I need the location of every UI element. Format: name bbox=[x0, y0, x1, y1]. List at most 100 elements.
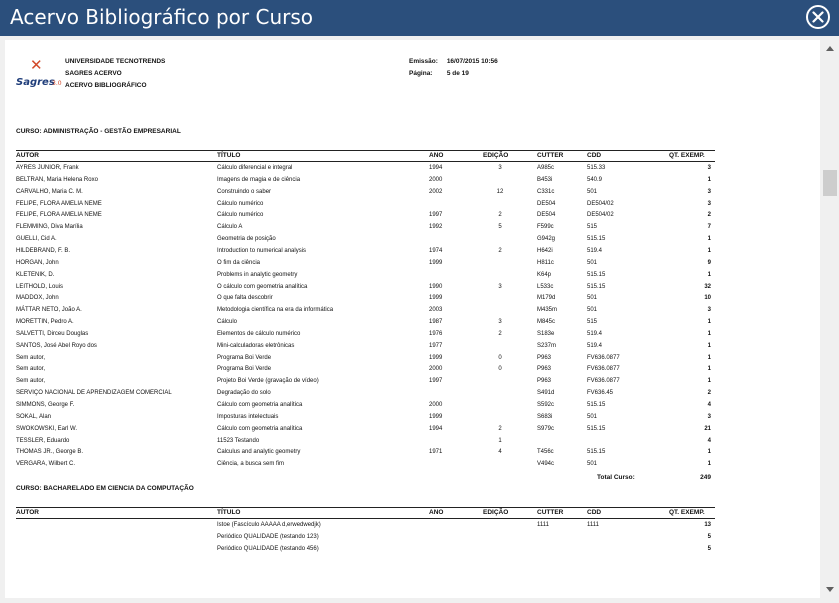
close-icon[interactable] bbox=[806, 5, 830, 29]
cell-ano: 1971 bbox=[429, 449, 443, 456]
header-rule bbox=[16, 507, 715, 509]
cell-titulo: Cálculo com geometria analítica bbox=[217, 402, 303, 408]
cell-cutter: DE504 bbox=[537, 212, 556, 219]
cell-ano: 2000 bbox=[429, 176, 443, 183]
cell-cutter: H642i bbox=[537, 247, 553, 254]
cell-titulo: Projeto Boi Verde (gravação de vídeo) bbox=[217, 378, 319, 385]
cell-titulo: Imagens de magia e de ciência bbox=[217, 176, 301, 183]
cell-autor: Sem autor, bbox=[16, 378, 46, 385]
cell-qt: 1 bbox=[707, 342, 711, 349]
cell-cdd: 501 bbox=[587, 461, 598, 468]
table-row: TESSLER, Eduardo 11523 Testando 1 4 bbox=[5, 438, 820, 447]
cell-autor: FELIPE, FLORA AMELIA NEME bbox=[16, 200, 102, 207]
cell-cdd: 515.15 bbox=[587, 425, 606, 432]
cell-autor: SOKAL, Alan bbox=[16, 413, 52, 420]
cell-cdd: FV636.0877 bbox=[587, 354, 620, 361]
cell-qt: 4 bbox=[707, 402, 711, 408]
cell-edicao: 3 bbox=[498, 319, 502, 326]
scroll-up-arrow-icon[interactable] bbox=[822, 40, 839, 58]
table-row: VERGARA, Wilbert C. Ciência, a busca sem … bbox=[5, 461, 820, 470]
cell-edicao: 2 bbox=[498, 330, 502, 337]
cell-autor: MADDOX, John bbox=[16, 295, 59, 302]
header-rule bbox=[16, 161, 715, 162]
cell-cutter: H811c bbox=[537, 259, 554, 266]
table-row: KLETENIK, D. Problems in analytic geometr… bbox=[5, 272, 820, 281]
cell-titulo: Programa Boi Verde bbox=[217, 354, 272, 361]
table-row: LEITHOLD, Louis O cálculo com geometria a… bbox=[5, 284, 820, 293]
cell-titulo: O fim da ciência bbox=[217, 259, 261, 266]
cell-titulo: 11523 Testando bbox=[217, 437, 260, 444]
cell-autor: KLETENIK, D. bbox=[16, 271, 55, 278]
cell-edicao: 0 bbox=[498, 366, 502, 373]
cell-ano: 1990 bbox=[429, 283, 443, 290]
cell-cdd: FV636.0877 bbox=[587, 366, 620, 373]
pagina-value: 5 de 19 bbox=[446, 70, 469, 77]
cell-edicao: 2 bbox=[498, 247, 502, 254]
cell-cutter: C331c bbox=[537, 188, 555, 195]
cell-autor: AYRES JUNIOR, Frank bbox=[16, 165, 79, 171]
scroll-thumb[interactable] bbox=[823, 170, 837, 196]
cell-autor: SIMMONS, George F. bbox=[16, 402, 75, 408]
cell-autor: FLEMMING, Diva Marília bbox=[16, 224, 83, 231]
cell-cutter: P963 bbox=[537, 354, 552, 361]
cell-titulo: O cálculo com geometria analítica bbox=[217, 283, 308, 290]
cell-autor: MORETTIN, Pedro A. bbox=[16, 319, 74, 326]
cell-cdd: 501 bbox=[587, 307, 598, 314]
cell-cutter: P963 bbox=[537, 378, 552, 385]
cell-qt: 21 bbox=[704, 425, 711, 432]
column-header-cdd: CDD bbox=[587, 509, 602, 517]
title-bar: Acervo Bibliográfico por Curso bbox=[0, 0, 839, 36]
report-header: UNIVERSIDADE TECNOTRENDS SAGRES ACERVO A… bbox=[65, 56, 165, 92]
cell-qt: 1 bbox=[707, 354, 711, 361]
cell-cdd: 540.9 bbox=[587, 176, 603, 183]
cell-qt: 32 bbox=[704, 283, 711, 290]
cell-autor: FELIPE, FLORA AMELIA NEME bbox=[16, 212, 102, 219]
cell-cutter: M845c bbox=[537, 319, 556, 326]
cell-edicao: 1 bbox=[498, 437, 502, 444]
cell-cutter: DE504 bbox=[537, 200, 556, 207]
cell-cutter: F599c bbox=[537, 224, 554, 231]
cell-titulo: Introduction to numerical analysis bbox=[217, 247, 307, 254]
cell-qt: 5 bbox=[707, 545, 711, 552]
cell-autor: MÁTTAR NETO, João A. bbox=[16, 307, 82, 314]
cell-qt: 3 bbox=[707, 165, 711, 171]
cell-cdd: FV636.45 bbox=[587, 390, 614, 397]
header-rule bbox=[16, 150, 715, 151]
cell-edicao: 5 bbox=[498, 224, 502, 231]
cell-autor: Sem autor, bbox=[16, 354, 46, 361]
cell-cdd: 501 bbox=[587, 295, 598, 302]
cell-qt: 3 bbox=[707, 413, 711, 420]
header-rule bbox=[16, 518, 715, 520]
cell-cutter: S592c bbox=[537, 402, 555, 408]
column-header-edicao: EDIÇÃO bbox=[483, 509, 509, 517]
cell-cdd: 519.4 bbox=[587, 342, 603, 349]
total-curso-value: 249 bbox=[700, 474, 711, 482]
sagres-logo: ✕ Sagres 3.0 bbox=[16, 56, 64, 90]
header-institution: UNIVERSIDADE TECNOTRENDS bbox=[65, 58, 166, 65]
vertical-scrollbar[interactable] bbox=[822, 40, 839, 598]
cell-titulo: Mini-calculadoras eletrônicas bbox=[217, 342, 295, 349]
cell-qt: 1 bbox=[707, 319, 711, 326]
cell-edicao: 3 bbox=[498, 165, 502, 171]
cell-ano: 1992 bbox=[429, 224, 443, 231]
cell-autor: SWOKOWSKI, Earl W. bbox=[16, 425, 78, 432]
column-header-qt: QT. EXEMP. bbox=[669, 152, 705, 159]
cell-edicao: 4 bbox=[498, 449, 502, 456]
cell-cdd: 515 bbox=[587, 319, 598, 326]
table-row: Istoe (Fascículo AAAAA d,erwedwedjk) 1111… bbox=[5, 522, 820, 531]
cell-cdd: 519.4 bbox=[587, 247, 603, 254]
cell-qt: 3 bbox=[707, 307, 711, 314]
table-row: SANTOS, José Abel Royo dos Mini-calculado… bbox=[5, 343, 820, 352]
table-row: Sem autor, Projeto Boi Verde (gravação de… bbox=[5, 378, 820, 387]
cell-ano: 2000 bbox=[429, 366, 443, 373]
scroll-down-arrow-icon[interactable] bbox=[822, 580, 839, 598]
pagina-label: Página: bbox=[409, 70, 433, 77]
table-row: AYRES JUNIOR, Frank Cálculo diferencial e… bbox=[5, 165, 820, 174]
cell-ano: 1994 bbox=[429, 165, 443, 171]
cell-cutter: V494c bbox=[537, 461, 555, 468]
table-row: SWOKOWSKI, Earl W. Cálculo com geometria … bbox=[5, 426, 820, 435]
report-viewport: ✕ Sagres 3.0 UNIVERSIDADE TECNOTRENDS SA… bbox=[5, 40, 820, 598]
table-row: SALVETTI, Dirceu Douglas Elementos de cál… bbox=[5, 331, 820, 340]
column-header-titulo: TÍTULO bbox=[217, 152, 241, 159]
column-header-cutter: CUTTER bbox=[537, 152, 564, 159]
